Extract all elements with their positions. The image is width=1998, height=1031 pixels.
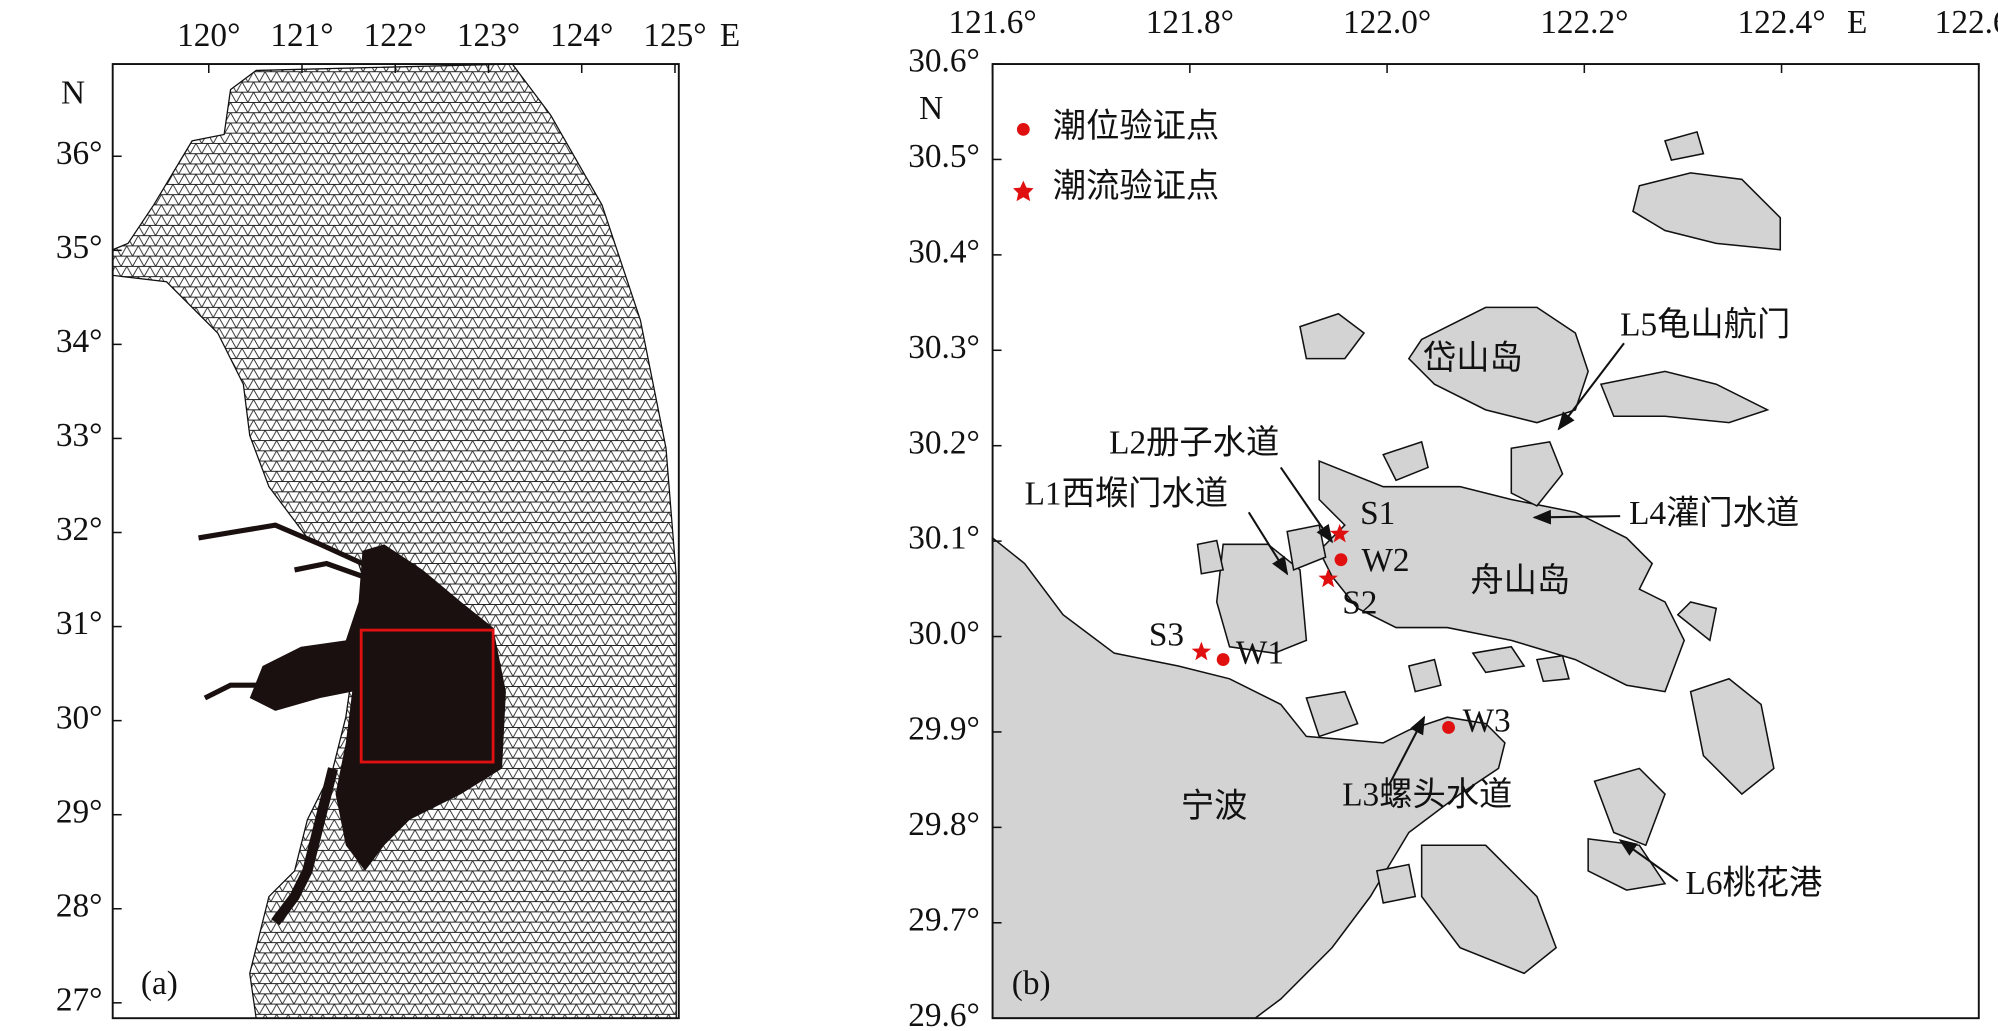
arrow — [1279, 466, 1334, 544]
y-tick-label: 29.6° — [908, 997, 980, 1031]
x-axis-unit: E — [1847, 4, 1867, 41]
x-tick-label: 120° — [177, 17, 240, 54]
panel-label: (a) — [141, 965, 178, 1002]
y-tick-label: 27° — [56, 981, 103, 1018]
mesh-domain — [112, 63, 677, 1019]
river — [198, 522, 364, 701]
island — [1593, 767, 1666, 847]
current-station — [1329, 523, 1350, 543]
channel-label: L6桃花港 — [1685, 865, 1822, 902]
y-tick-label: 30° — [56, 699, 103, 736]
x-tick-label: 121.6° — [948, 4, 1036, 41]
current-station — [1191, 641, 1212, 661]
island — [1305, 690, 1359, 738]
x-tick-label: 122° — [364, 17, 427, 54]
arrow — [1532, 509, 1621, 525]
station-label: S1 — [1360, 495, 1395, 532]
legend-star — [1013, 180, 1034, 202]
y-axis-unit: N — [919, 90, 943, 127]
arrow — [1618, 839, 1679, 882]
x-tick-label: 121.8° — [1146, 4, 1234, 41]
y-tick-label: 30.6° — [908, 43, 980, 80]
x-tick-label: 123° — [457, 17, 520, 54]
x-tick-label: 124° — [550, 17, 613, 54]
y-tick-label: 29° — [56, 793, 103, 830]
station-label: S3 — [1149, 616, 1184, 653]
y-tick-label: 28° — [56, 887, 103, 924]
y-tick-label: 29.9° — [908, 711, 980, 748]
y-tick-label: 30.1° — [908, 520, 980, 557]
island — [1664, 130, 1705, 161]
arrow — [1557, 342, 1625, 431]
panel-b: (b) E N 潮位验证点 潮流验证点 岱山岛 舟山岛 宁波 L1西堠门水道 L… — [908, 4, 1998, 1031]
y-tick-label: 35° — [56, 229, 103, 266]
channel-label: L2册子水道 — [1109, 424, 1279, 461]
y-tick-label: 30.2° — [908, 424, 980, 461]
y-axis-unit: N — [61, 75, 85, 112]
island — [1689, 677, 1775, 796]
channel-label: L4灌门水道 — [1629, 495, 1799, 532]
island — [1299, 312, 1366, 360]
mainland — [991, 536, 1506, 1019]
y-tick-label: 30.5° — [908, 138, 980, 175]
island — [1286, 524, 1327, 571]
station-label: S2 — [1342, 584, 1377, 621]
x-tick-label: 122.2° — [1540, 4, 1628, 41]
dense-coast — [271, 767, 338, 926]
tide-station — [1442, 721, 1455, 734]
panel-label: (b) — [1012, 965, 1051, 1002]
x-tick-label: 122.0° — [1343, 4, 1431, 41]
y-tick-label: 30.4° — [908, 234, 980, 271]
legend-label: 潮流验证点 — [1053, 168, 1219, 205]
island — [1375, 863, 1417, 904]
x-tick-label: 122.4° — [1737, 4, 1825, 41]
y-tick-label: 34° — [56, 323, 103, 360]
y-tick-label: 29.8° — [908, 806, 980, 843]
place-name: 舟山岛 — [1470, 563, 1570, 600]
station-label: W3 — [1463, 702, 1511, 739]
island — [1318, 459, 1686, 693]
x-tick-label: 121° — [270, 17, 333, 54]
y-tick-label: 30.0° — [908, 615, 980, 652]
study-area-box — [359, 628, 495, 764]
island — [1599, 370, 1770, 424]
current-station — [1318, 568, 1338, 588]
arrow — [1247, 511, 1289, 576]
y-tick-label: 36° — [56, 135, 103, 172]
station-label: W2 — [1361, 542, 1409, 579]
island — [1407, 658, 1442, 693]
y-tick-label: 31° — [56, 605, 103, 642]
island — [1535, 654, 1570, 683]
channel-label: L5龟山航门 — [1620, 307, 1790, 344]
legend-dot — [1016, 122, 1030, 136]
y-tick-label: 30.3° — [908, 329, 980, 366]
panel-a: (a) E N 120° 121° 122° 123° 124° 125° 27° 28° 29… — [56, 17, 740, 1020]
place-name: 宁波 — [1181, 788, 1248, 825]
place-name: 岱山岛 — [1423, 340, 1523, 377]
station-label: W1 — [1236, 634, 1284, 671]
island — [1196, 539, 1225, 575]
island — [1676, 601, 1718, 642]
island — [1510, 440, 1564, 507]
x-axis-unit: E — [720, 17, 740, 54]
legend-label: 潮位验证点 — [1053, 108, 1219, 145]
island — [1471, 645, 1526, 674]
island — [1407, 306, 1589, 424]
x-tick-label: 122.6° — [1935, 4, 1998, 41]
channel-label: L1西堠门水道 — [1025, 476, 1228, 513]
island — [1420, 844, 1558, 975]
arrow — [1388, 715, 1426, 785]
island — [1382, 440, 1429, 482]
dense-mesh — [249, 544, 506, 871]
tide-station — [1334, 553, 1348, 567]
y-tick-label: 32° — [56, 511, 103, 548]
tide-station — [1216, 653, 1230, 666]
island — [1632, 172, 1782, 251]
channel-label: L3螺头水道 — [1342, 777, 1512, 814]
x-tick-label: 125° — [643, 17, 706, 54]
y-tick-label: 33° — [56, 417, 103, 454]
y-tick-label: 29.7° — [908, 901, 980, 938]
